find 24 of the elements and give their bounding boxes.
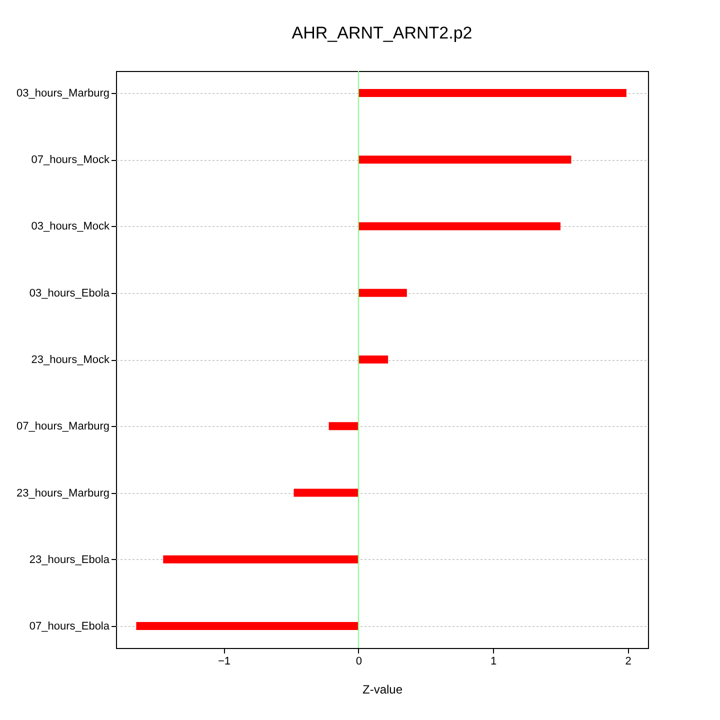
y-tick-label: 23_hours_Marburg <box>16 487 110 500</box>
bar <box>136 622 358 630</box>
bar <box>328 422 358 430</box>
y-tick-label: 03_hours_Mock <box>31 220 110 233</box>
y-tick-label: 23_hours_Mock <box>31 354 110 366</box>
x-tick-label: 0 <box>356 656 362 668</box>
y-tick-label: 07_hours_Mock <box>31 154 110 166</box>
y-tick-label: 07_hours_Ebola <box>29 620 110 633</box>
bar <box>163 555 358 564</box>
bar <box>358 356 388 364</box>
x-axis-title: Z-value <box>362 682 403 696</box>
x-tick-label: 2 <box>625 656 632 668</box>
y-tick-label: 23_hours_Ebola <box>29 554 110 566</box>
x-tick-label: 1 <box>490 656 497 668</box>
bar <box>358 156 572 164</box>
bar <box>358 288 407 297</box>
bar <box>294 488 358 497</box>
y-tick-label: 03_hours_Ebola <box>29 287 110 300</box>
chart-title: AHR_ARNT_ARNT2.p2 <box>292 24 472 42</box>
bar <box>358 88 626 97</box>
y-tick-label: 07_hours_Marburg <box>16 420 110 433</box>
bar <box>358 222 560 230</box>
x-tick-label: −1 <box>218 656 231 668</box>
y-tick-label: 03_hours_Marburg <box>16 87 110 100</box>
